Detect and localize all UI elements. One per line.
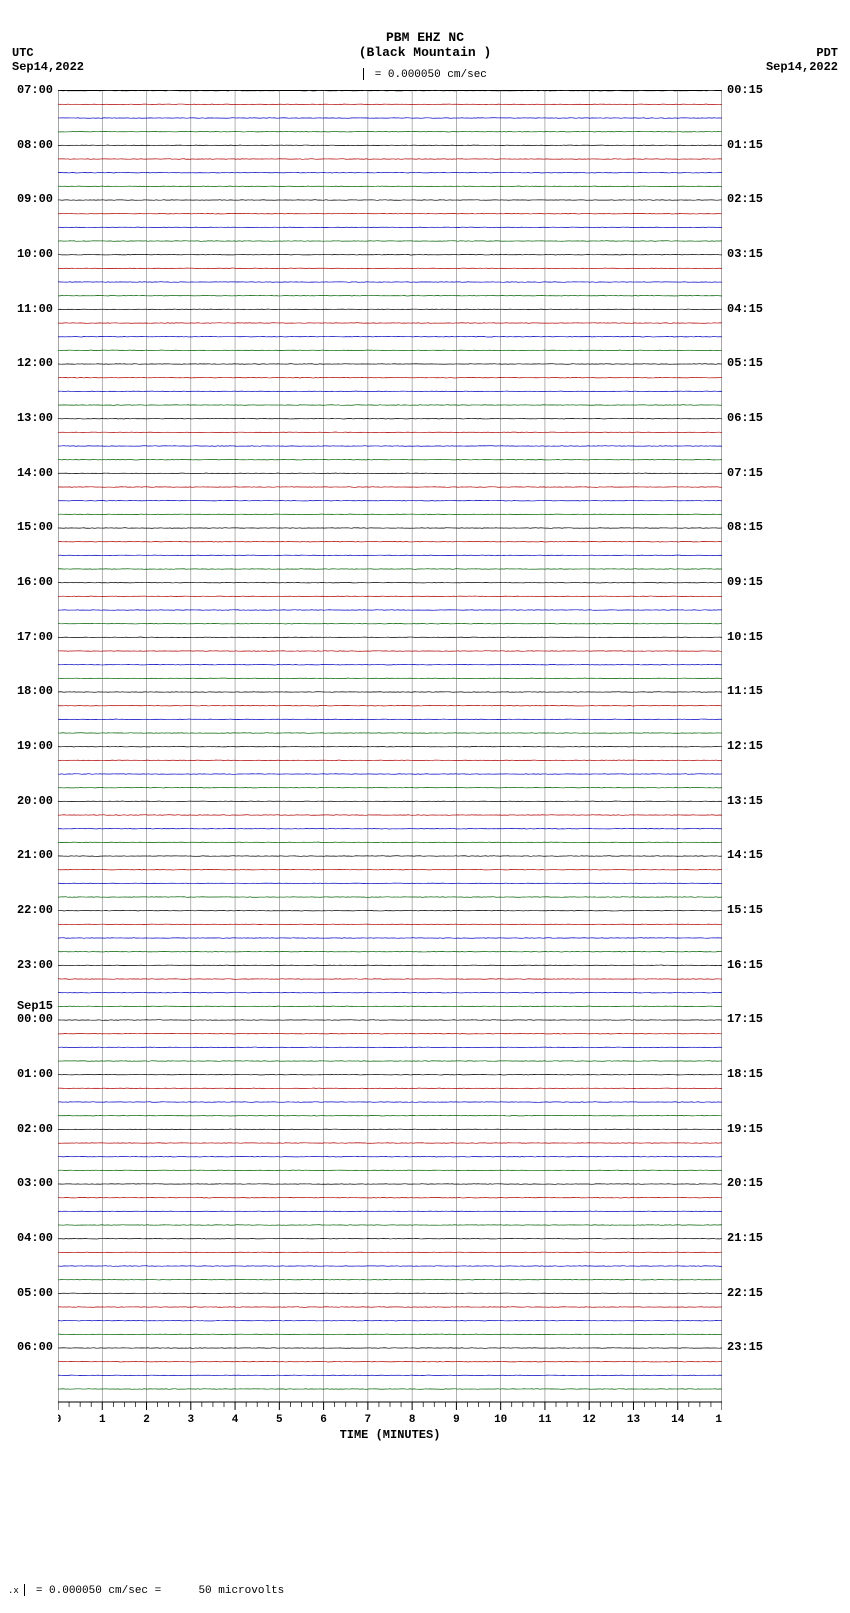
station-location: (Black Mountain ) bbox=[0, 45, 850, 60]
station-code: PBM EHZ NC bbox=[0, 30, 850, 45]
helicorder-svg: 0123456789101112131415 bbox=[58, 90, 722, 1442]
x-tick-label: 10 bbox=[494, 1414, 507, 1426]
left-hour-label: 23:00 bbox=[17, 958, 53, 972]
left-hour-label: 07:00 bbox=[17, 83, 53, 97]
footer-text2: 50 microvolts bbox=[198, 1585, 284, 1597]
x-axis-label: TIME (MINUTES) bbox=[58, 1428, 722, 1442]
tz-left-block: UTC Sep14,2022 bbox=[12, 46, 84, 74]
x-tick-label: 15 bbox=[715, 1414, 722, 1426]
left-hour-label: 11:00 bbox=[17, 302, 53, 316]
right-hour-label: 16:15 bbox=[727, 958, 763, 972]
footer-text1: = 0.000050 cm/sec = bbox=[36, 1585, 161, 1597]
tz-left-tz: UTC bbox=[12, 46, 84, 60]
footer-scale-bar-icon bbox=[24, 1584, 25, 1596]
right-hour-label: 00:15 bbox=[727, 83, 763, 97]
left-hour-label: 01:00 bbox=[17, 1067, 53, 1081]
left-hour-label: 08:00 bbox=[17, 138, 53, 152]
left-hour-label: 20:00 bbox=[17, 794, 53, 808]
right-hour-label: 22:15 bbox=[727, 1286, 763, 1300]
seismogram-container: PBM EHZ NC (Black Mountain ) = 0.000050 … bbox=[0, 0, 850, 1613]
x-tick-label: 0 bbox=[58, 1414, 61, 1426]
left-hour-label: 02:00 bbox=[17, 1122, 53, 1136]
right-hour-label: 06:15 bbox=[727, 411, 763, 425]
right-hour-label: 05:15 bbox=[727, 356, 763, 370]
right-hour-label: 01:15 bbox=[727, 138, 763, 152]
left-hour-label: 13:00 bbox=[17, 411, 53, 425]
left-hour-label: 18:00 bbox=[17, 684, 53, 698]
left-hour-label: 21:00 bbox=[17, 848, 53, 862]
left-hour-label: 03:00 bbox=[17, 1176, 53, 1190]
left-hour-label: 22:00 bbox=[17, 903, 53, 917]
x-tick-label: 2 bbox=[143, 1414, 150, 1426]
header: PBM EHZ NC (Black Mountain ) bbox=[0, 30, 850, 60]
right-hour-label: 10:15 bbox=[727, 630, 763, 644]
left-hour-label: 16:00 bbox=[17, 575, 53, 589]
helicorder-plot: 0123456789101112131415 bbox=[58, 90, 722, 1402]
left-hour-label: 06:00 bbox=[17, 1340, 53, 1354]
right-hour-label: 02:15 bbox=[727, 192, 763, 206]
tz-right-date: Sep14,2022 bbox=[766, 60, 838, 74]
scale-bar-icon bbox=[363, 68, 364, 80]
x-tick-label: 8 bbox=[409, 1414, 416, 1426]
footer-scale: .x = 0.000050 cm/sec = 50 microvolts bbox=[8, 1584, 284, 1597]
footer-prefix: .x bbox=[8, 1586, 24, 1596]
x-tick-label: 6 bbox=[320, 1414, 327, 1426]
left-hour-label: 12:00 bbox=[17, 356, 53, 370]
right-hour-label: 09:15 bbox=[727, 575, 763, 589]
right-hour-label: 18:15 bbox=[727, 1067, 763, 1081]
tz-right-block: PDT Sep14,2022 bbox=[766, 46, 838, 74]
left-hour-label: 19:00 bbox=[17, 739, 53, 753]
x-tick-label: 4 bbox=[232, 1414, 239, 1426]
x-tick-label: 9 bbox=[453, 1414, 460, 1426]
left-hour-label: 17:00 bbox=[17, 630, 53, 644]
right-hour-label: 21:15 bbox=[727, 1231, 763, 1245]
right-hour-labels: 00:1501:1502:1503:1504:1505:1506:1507:15… bbox=[725, 90, 845, 1402]
left-hour-label: 10:00 bbox=[17, 247, 53, 261]
tz-right-tz: PDT bbox=[766, 46, 838, 60]
day-break-label: Sep15 bbox=[17, 999, 53, 1013]
x-tick-label: 7 bbox=[365, 1414, 372, 1426]
x-tick-label: 14 bbox=[671, 1414, 685, 1426]
right-hour-label: 14:15 bbox=[727, 848, 763, 862]
x-tick-label: 13 bbox=[627, 1414, 641, 1426]
right-hour-label: 19:15 bbox=[727, 1122, 763, 1136]
x-tick-label: 5 bbox=[276, 1414, 283, 1426]
right-hour-label: 03:15 bbox=[727, 247, 763, 261]
right-hour-label: 04:15 bbox=[727, 302, 763, 316]
left-hour-label: 14:00 bbox=[17, 466, 53, 480]
left-hour-label: 09:00 bbox=[17, 192, 53, 206]
right-hour-label: 12:15 bbox=[727, 739, 763, 753]
x-tick-label: 12 bbox=[583, 1414, 596, 1426]
x-tick-label: 3 bbox=[187, 1414, 194, 1426]
left-hour-label: 15:00 bbox=[17, 520, 53, 534]
tz-left-date: Sep14,2022 bbox=[12, 60, 84, 74]
right-hour-label: 15:15 bbox=[727, 903, 763, 917]
left-hour-label: 04:00 bbox=[17, 1231, 53, 1245]
x-tick-label: 11 bbox=[538, 1414, 552, 1426]
right-hour-label: 08:15 bbox=[727, 520, 763, 534]
right-hour-label: 17:15 bbox=[727, 1012, 763, 1026]
scale-legend-text: = 0.000050 cm/sec bbox=[375, 69, 487, 81]
x-tick-label: 1 bbox=[99, 1414, 106, 1426]
scale-legend-top: = 0.000050 cm/sec bbox=[0, 68, 850, 81]
right-hour-label: 11:15 bbox=[727, 684, 763, 698]
right-hour-label: 23:15 bbox=[727, 1340, 763, 1354]
left-hour-labels: 07:0008:0009:0010:0011:0012:0013:0014:00… bbox=[0, 90, 55, 1402]
left-hour-label: 00:00 bbox=[17, 1012, 53, 1026]
right-hour-label: 07:15 bbox=[727, 466, 763, 480]
right-hour-label: 20:15 bbox=[727, 1176, 763, 1190]
left-hour-label: 05:00 bbox=[17, 1286, 53, 1300]
right-hour-label: 13:15 bbox=[727, 794, 763, 808]
